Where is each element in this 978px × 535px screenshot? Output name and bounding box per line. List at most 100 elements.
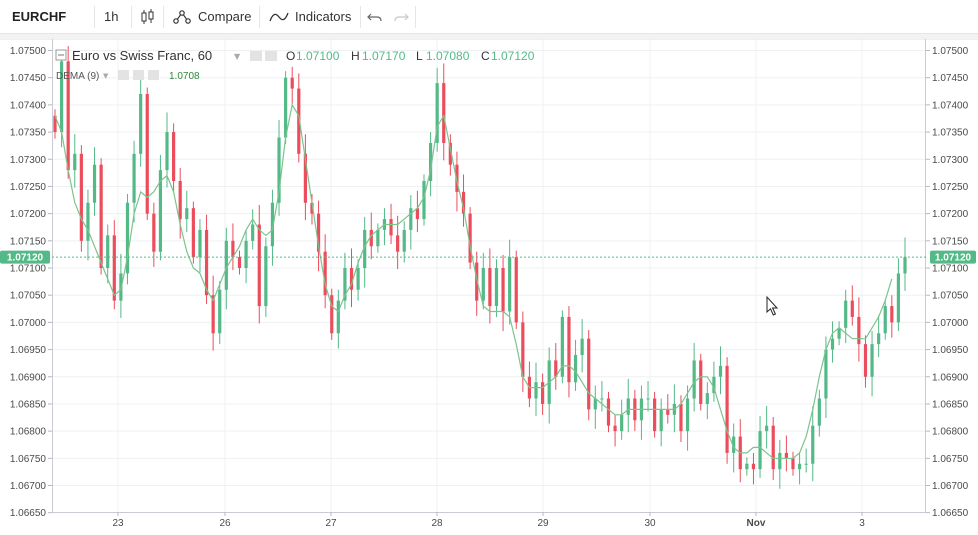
candle [534, 362, 538, 416]
compare-button[interactable]: Compare [172, 0, 251, 33]
candle-body-up [718, 365, 723, 377]
right-y-tick-label: 1.06900 [932, 372, 969, 383]
candle [376, 223, 380, 253]
undo-button[interactable] [367, 0, 383, 33]
compare-icon [173, 9, 191, 24]
candle [738, 419, 742, 483]
candle-body-up [877, 333, 881, 345]
indicator-title[interactable]: DEMA (9) [56, 71, 99, 82]
right-y-tick-label: 1.07250 [932, 182, 969, 193]
candle [481, 252, 485, 310]
toolbar-divider [163, 6, 164, 28]
indicator-eye-icon[interactable] [118, 70, 129, 80]
series-menu-caret-icon[interactable]: ▼ [234, 52, 241, 61]
candle-body-up [817, 398, 821, 426]
x-tick-label: Nov [747, 518, 766, 529]
candle [66, 46, 70, 179]
candle-body-up [593, 398, 597, 410]
x-tick-label: 3 [859, 518, 865, 529]
candle [435, 67, 439, 152]
x-tick-label: 30 [644, 518, 656, 529]
candle-body-down [475, 262, 479, 301]
candle [639, 385, 644, 440]
right-y-tick-label: 1.07150 [932, 236, 969, 247]
candle-body-up [797, 463, 802, 470]
candle [185, 190, 189, 233]
interval-button[interactable]: 1h [104, 9, 119, 24]
candle [73, 134, 77, 188]
settings-icon[interactable] [265, 51, 277, 61]
redo-button[interactable] [393, 0, 409, 33]
left-y-tick-label: 1.07000 [10, 318, 47, 329]
candle-body-down [316, 213, 321, 252]
right-price-scale[interactable]: 1.06650 1.06700 1.06750 1.06800 1.06850 1.069… [926, 46, 969, 519]
candle [745, 457, 749, 476]
candle-body-up [363, 229, 367, 268]
left-y-tick-label: 1.07250 [10, 182, 47, 193]
left-y-tick-label: 1.06650 [10, 508, 47, 519]
candle-body-down [66, 61, 70, 171]
left-price-tag [0, 250, 50, 264]
candle-body-down [679, 403, 683, 432]
candle-body-up [125, 202, 130, 274]
candle-body-up [626, 398, 630, 415]
x-tick-label: 29 [537, 518, 549, 529]
series-title[interactable]: Euro vs Swiss Franc, 60 [72, 48, 212, 63]
candle [765, 406, 769, 449]
candle-body-up [165, 132, 169, 171]
candle [323, 234, 327, 309]
candle [547, 347, 551, 424]
right-y-tick-label: 1.07350 [932, 128, 969, 139]
toolbar-shadow [0, 34, 978, 39]
candle-body-down [204, 229, 209, 296]
candle-body-up [705, 393, 709, 404]
candle [784, 435, 788, 472]
candle-body-down [857, 316, 861, 345]
candle [659, 398, 663, 447]
candle-body-up [106, 235, 110, 268]
toolbar-divider [259, 6, 260, 28]
candle-body-down [448, 142, 452, 165]
indicator-menu-caret-icon[interactable]: ▼ [103, 72, 109, 80]
candle-body-down [257, 224, 261, 307]
left-y-tick-label: 1.06850 [10, 399, 47, 410]
price-chart[interactable]: 1.06650 1.06700 1.06750 1.06800 1.06850 1.069… [0, 39, 978, 535]
candle-body-up [600, 398, 604, 400]
candle-body-up [73, 153, 77, 171]
indicators-button[interactable]: Indicators [269, 0, 351, 33]
candle [152, 202, 156, 267]
candle-body-down [791, 458, 795, 470]
right-y-tick-label: 1.06850 [932, 399, 969, 410]
candle [53, 109, 57, 139]
candle [99, 158, 103, 275]
indicator-settings-icon[interactable] [133, 70, 144, 80]
candle-body-down [231, 240, 235, 258]
candle [877, 315, 881, 358]
candle-body-up [811, 425, 815, 464]
candle [251, 209, 255, 250]
candle [343, 252, 347, 310]
candle [705, 382, 709, 420]
left-y-tick-label: 1.07450 [10, 73, 47, 84]
candle-body-up [765, 425, 769, 432]
candle-body-down [290, 77, 294, 89]
candle-body-up [903, 257, 907, 274]
candle-body-down [666, 409, 670, 415]
left-price-scale[interactable]: 1.06650 1.06700 1.06750 1.06800 1.06850 1.069… [10, 46, 52, 519]
indicator-remove-icon[interactable] [148, 70, 159, 80]
symbol-button[interactable]: EURCHF [12, 9, 67, 24]
candle [231, 223, 235, 271]
chart-style-button[interactable] [140, 0, 156, 33]
eye-icon[interactable] [250, 51, 262, 61]
candle-body-up [409, 208, 413, 230]
candle-body-down [725, 365, 729, 453]
right-y-tick-label: 1.07500 [932, 46, 969, 57]
candle [804, 448, 808, 473]
chart-pane[interactable]: 1.06650 1.06700 1.06750 1.06800 1.06850 1.069… [0, 39, 978, 535]
candle [606, 391, 611, 433]
time-scale[interactable]: 23 26 27 28 29 30 Nov 3 [112, 512, 865, 529]
toolbar-divider [131, 6, 132, 28]
candle [514, 250, 518, 329]
candle-body-up [198, 229, 202, 258]
high-value: 1.07170 [362, 49, 406, 63]
